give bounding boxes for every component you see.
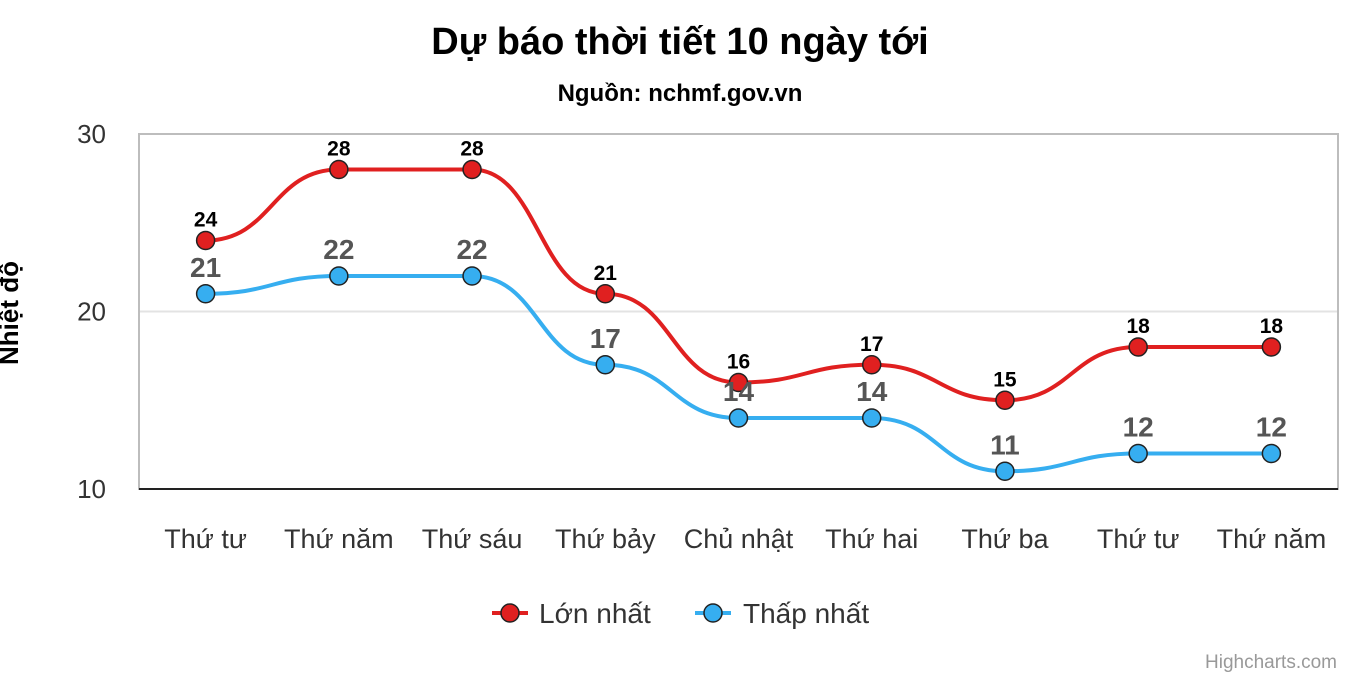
legend: Lớn nhất Thấp nhất [492, 598, 869, 629]
y-axis-ticks: 10 20 30 [77, 119, 106, 504]
data-label: 14 [723, 376, 755, 407]
data-label: 14 [856, 376, 888, 407]
y-tick-label: 10 [77, 474, 106, 504]
data-label: 28 [327, 138, 351, 161]
data-point[interactable] [462, 159, 482, 180]
legend-item-min[interactable]: Thấp nhất [695, 598, 869, 629]
x-tick-label: Thứ năm [1217, 524, 1327, 554]
chart-subtitle: Nguồn: nchmf.gov.vn [558, 80, 803, 107]
x-tick-label: Thứ năm [284, 524, 394, 554]
x-tick-label: Thứ sáu [422, 524, 523, 554]
data-label: 24 [194, 209, 218, 232]
data-label: 18 [1260, 315, 1284, 338]
data-label: 21 [190, 252, 221, 283]
data-label: 18 [1126, 315, 1150, 338]
legend-marker-max [500, 603, 520, 623]
legend-label-min: Thấp nhất [743, 598, 869, 629]
data-label: 12 [1123, 412, 1154, 443]
y-tick-label: 30 [77, 119, 106, 149]
data-label: 12 [1256, 412, 1287, 443]
data-point[interactable] [995, 461, 1015, 481]
x-tick-label: Thứ bảy [555, 524, 656, 554]
data-point[interactable] [195, 230, 216, 251]
data-label: 17 [590, 323, 621, 354]
data-label: 17 [860, 333, 883, 356]
data-label: 22 [456, 234, 487, 265]
credits[interactable]: Highcharts.com [1205, 652, 1337, 673]
data-point[interactable] [1261, 443, 1282, 464]
data-label: 22 [323, 234, 354, 265]
data-point[interactable] [329, 159, 349, 180]
data-point[interactable] [1128, 443, 1148, 464]
data-point[interactable] [1128, 337, 1148, 357]
data-point[interactable] [329, 266, 349, 286]
y-tick-label: 20 [77, 297, 106, 327]
x-tick-label: Chủ nhật [684, 524, 794, 554]
y-axis-label: Nhiệt độ [0, 261, 24, 365]
x-tick-label: Thứ ba [961, 524, 1049, 554]
x-tick-label: Thứ tư [164, 524, 247, 554]
data-label: 16 [727, 351, 750, 374]
data-labels: 24 28 28 21 16 17 15 18 18 21 22 22 17 14 14 11 12 12 [190, 138, 1287, 461]
data-point[interactable] [995, 390, 1015, 410]
data-point[interactable] [595, 355, 616, 375]
legend-item-max[interactable]: Lớn nhất [492, 598, 651, 629]
x-tick-label: Thứ tư [1097, 524, 1180, 554]
data-point[interactable] [1261, 337, 1282, 357]
legend-label-max: Lớn nhất [539, 598, 651, 629]
data-point[interactable] [861, 355, 882, 375]
legend-marker-min [703, 603, 723, 623]
series-line-0 [205, 167, 1272, 403]
series-layer [195, 159, 1282, 481]
chart-title: Dự báo thời tiết 10 ngày tới [431, 21, 929, 63]
x-tick-label: Thứ hai [825, 524, 918, 554]
data-label: 28 [460, 138, 484, 161]
data-point[interactable] [728, 372, 749, 393]
data-point[interactable] [462, 266, 482, 286]
data-label: 11 [990, 429, 1020, 460]
x-axis-ticks: Thứ tư Thứ năm Thứ sáu Thứ bảy Chủ nhật Thứ h… [164, 524, 1326, 554]
data-label: 15 [993, 368, 1017, 391]
data-point[interactable] [861, 408, 882, 428]
data-point[interactable] [195, 284, 216, 304]
data-point[interactable] [595, 284, 616, 304]
data-label: 21 [594, 262, 618, 285]
data-point[interactable] [728, 408, 749, 428]
